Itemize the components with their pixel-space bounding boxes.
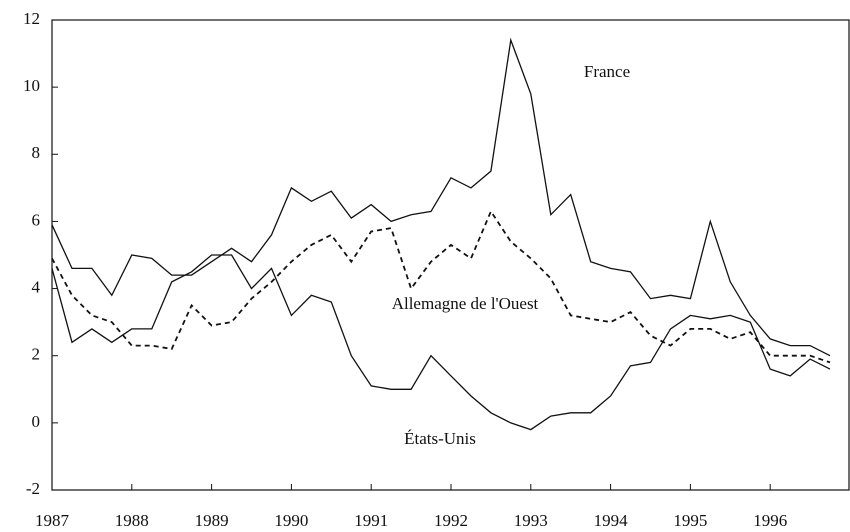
x-tick-label: 1992 bbox=[434, 511, 468, 530]
y-tick-label: 12 bbox=[23, 9, 40, 28]
series-label: Allemagne de l'Ouest bbox=[392, 294, 539, 313]
x-tick-label: 1988 bbox=[115, 511, 149, 530]
series-label: États-Unis bbox=[404, 429, 476, 448]
x-tick-label: 1994 bbox=[594, 511, 629, 530]
y-tick-label: -2 bbox=[26, 479, 40, 498]
x-tick-label: 1989 bbox=[195, 511, 229, 530]
y-tick-label: 2 bbox=[32, 345, 41, 364]
series-line bbox=[51, 209, 831, 364]
x-tick-label: 1996 bbox=[753, 511, 787, 530]
series-line bbox=[51, 254, 831, 431]
y-tick-label: 6 bbox=[32, 210, 41, 229]
x-tick-label: 1990 bbox=[274, 511, 308, 530]
x-tick-label: 1987 bbox=[35, 511, 70, 530]
plot-frame bbox=[51, 19, 850, 491]
x-tick-label: 1995 bbox=[673, 511, 707, 530]
x-tick-label: 1993 bbox=[514, 511, 548, 530]
y-tick-label: 8 bbox=[32, 143, 41, 162]
series-label: France bbox=[584, 62, 630, 81]
y-tick-label: 4 bbox=[32, 277, 41, 296]
y-tick-label: 0 bbox=[32, 412, 41, 431]
series-line bbox=[51, 37, 831, 357]
y-tick-label: 10 bbox=[23, 76, 40, 95]
x-tick-label: 1991 bbox=[354, 511, 388, 530]
